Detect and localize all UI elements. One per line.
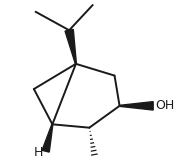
Polygon shape xyxy=(65,29,76,64)
Polygon shape xyxy=(42,124,53,152)
Text: OH: OH xyxy=(155,99,174,112)
Text: H: H xyxy=(34,146,44,159)
Polygon shape xyxy=(120,102,153,110)
